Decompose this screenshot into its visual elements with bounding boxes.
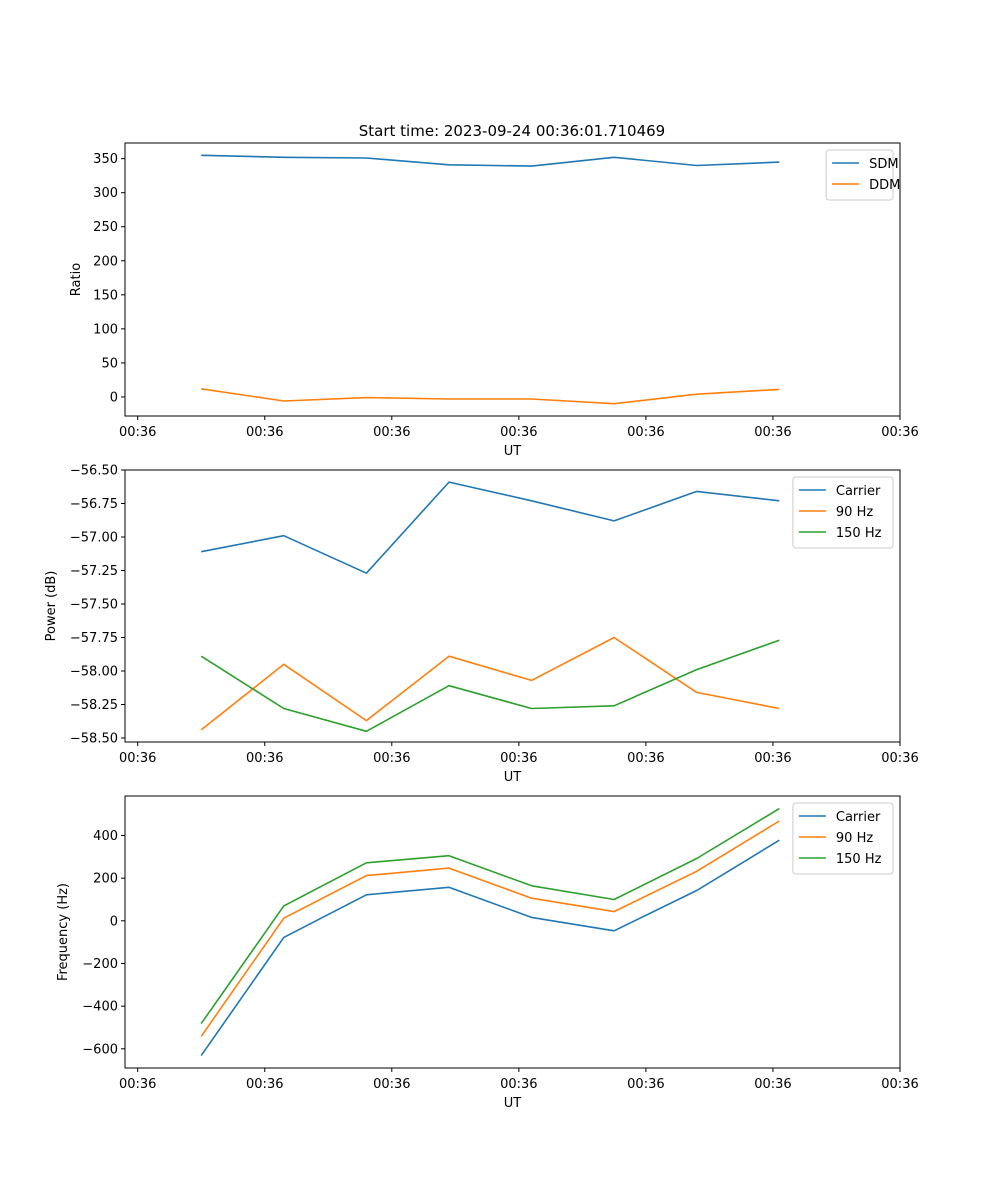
y-tick-label: −200 [82,957,118,972]
x-tick-label: 00:36 [500,751,537,766]
series-line-90-hz [200,636,780,731]
legend-label: 150 Hz [836,526,882,541]
legend: SDM DDM [825,149,900,201]
y-tick-label: −58.25 [70,698,118,713]
y-tick-label: −57.00 [70,530,118,545]
y-tick-label: 50 [101,356,118,371]
y-tick-label: 200 [93,254,118,269]
x-tick-label: 00:36 [627,1077,664,1092]
x-tick-label: 00:36 [119,1077,156,1092]
y-axis-label: Frequency (Hz) [56,883,71,981]
x-tick-label: 00:36 [500,1077,537,1092]
x-tick-label: 00:36 [881,425,918,440]
chart-panel-1: 00:3600:3600:3600:3600:3600:3600:3600:37… [69,142,919,459]
series-line-ddm [201,388,780,405]
legend-label: 90 Hz [836,505,873,520]
x-tick-label: 00:36 [627,751,664,766]
panels: 00:3600:3600:3600:3600:3600:3600:3600:37… [44,142,919,1111]
legend-label: Carrier [836,810,881,825]
x-tick-label: 00:36 [627,425,664,440]
legend-box [792,802,894,875]
y-tick-label: −600 [82,1042,118,1057]
y-tick-label: −57.75 [70,631,118,646]
y-axis-label: Power (dB) [44,571,59,642]
legend: Carrier 90 Hz 150 Hz [792,476,894,549]
legend-label: Carrier [836,484,881,499]
x-tick-label: 00:36 [119,751,156,766]
x-tick-label: 00:36 [246,1077,283,1092]
y-tick-label: −56.50 [70,464,118,479]
y-tick-label: −57.50 [70,597,118,612]
legend-label: 150 Hz [836,852,882,867]
series-line-sdm [201,154,780,167]
axes-frame [124,469,901,743]
x-tick-label: 00:36 [119,425,156,440]
x-tick-label: 00:36 [754,425,791,440]
y-tick-label: −58.00 [70,664,118,679]
legend-label: DDM [869,178,900,193]
axes-frame [124,142,901,417]
x-tick-label: 00:36 [500,425,537,440]
x-tick-label: 00:36 [373,751,410,766]
x-tick-label: 00:36 [373,1077,410,1092]
series-line-150-hz [200,807,780,1025]
series-line-carrier [200,839,780,1057]
x-tick-label: 00:36 [881,751,918,766]
series-line-150-hz [200,639,780,733]
y-tick-label: −57.25 [70,564,118,579]
series-line-90-hz [200,820,780,1037]
chart-title: Start time: 2023-09-24 00:36:01.710469 [359,122,665,140]
y-tick-label: 200 [93,872,118,887]
x-tick-label: 00:36 [246,425,283,440]
x-tick-label: 00:36 [881,1077,918,1092]
y-axis-label: Ratio [69,263,84,296]
legend-label: SDM [869,157,898,172]
y-tick-label: 250 [93,220,118,235]
y-tick-label: 0 [110,390,118,405]
y-tick-label: 150 [93,288,118,303]
y-tick-label: 300 [93,186,118,201]
x-axis-label: UT [504,444,522,459]
chart-panel-3: 00:3600:3600:3600:3600:3600:3600:3600:37… [56,795,919,1111]
legend-box [792,476,894,549]
y-tick-label: −400 [82,1000,118,1015]
y-tick-label: 100 [93,322,118,337]
x-axis-label: UT [504,1096,522,1111]
y-tick-label: −58.50 [70,731,118,746]
series-line-carrier [201,481,780,575]
x-tick-label: 00:36 [754,751,791,766]
x-tick-label: 00:36 [754,1077,791,1092]
x-tick-label: 00:36 [246,751,283,766]
x-axis-label: UT [504,770,522,785]
y-tick-label: 0 [110,914,118,929]
legend: Carrier 90 Hz 150 Hz [792,802,894,875]
y-tick-label: 350 [93,152,118,167]
x-tick-label: 00:36 [373,425,410,440]
legend-label: 90 Hz [836,831,873,846]
chart-panel-2: 00:3600:3600:3600:3600:3600:3600:3600:37… [44,464,919,786]
axes-frame [124,795,901,1069]
y-tick-label: −56.75 [70,497,118,512]
y-tick-label: 400 [93,829,118,844]
